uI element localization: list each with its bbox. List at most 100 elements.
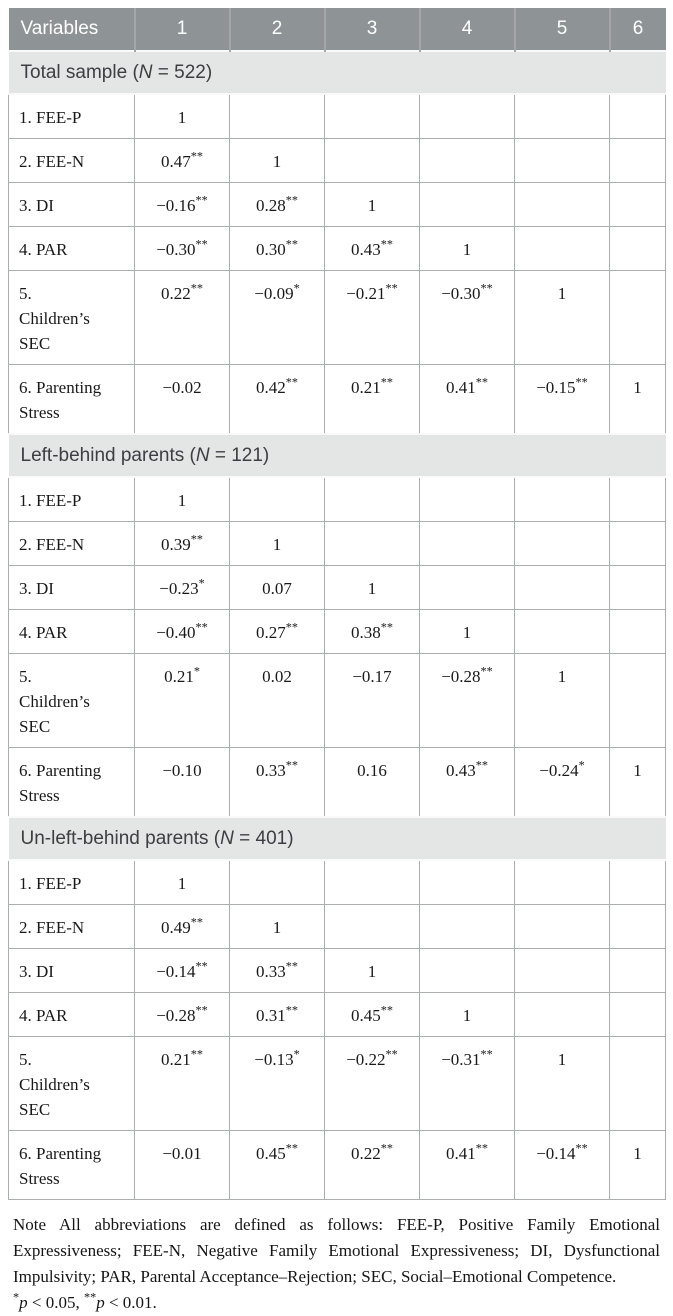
significance-stars: ** bbox=[285, 375, 298, 390]
table-row: 5. Children’s SEC 0.21* 0.02 −0.17 −0.28** 1 bbox=[8, 653, 666, 748]
correlation-cell: 0.47** bbox=[134, 138, 230, 183]
correlation-cell bbox=[514, 521, 610, 566]
section-row: Left-behind parents (N = 121) bbox=[8, 433, 666, 478]
correlation-cell bbox=[609, 653, 666, 748]
variable-label: 6. Parenting Stress bbox=[8, 364, 135, 435]
significance-stars: ** bbox=[285, 1003, 298, 1018]
section-title: Total sample (N = 522) bbox=[8, 50, 666, 95]
correlation-cell: 0.42** bbox=[229, 364, 325, 435]
table-row: 6. Parenting Stress −0.10 0.33** 0.16 0.43**… bbox=[8, 747, 666, 818]
table-row: 2. FEE-N 0.47** 1 bbox=[8, 138, 666, 183]
correlation-cell: −0.15** bbox=[514, 364, 610, 435]
table-row: 2. FEE-N 0.39** 1 bbox=[8, 521, 666, 566]
significance-stars: * bbox=[578, 758, 585, 773]
significance-stars: ** bbox=[380, 237, 393, 252]
sig-p-2: p bbox=[96, 1293, 105, 1312]
significance-stars: * bbox=[193, 664, 200, 679]
significance-note: *p < 0.05, **p < 0.01. bbox=[13, 1290, 660, 1316]
correlation-cell: −0.30** bbox=[134, 226, 230, 271]
section-n-symbol: N bbox=[138, 61, 153, 83]
table-row: 3. DI −0.23* 0.07 1 bbox=[8, 565, 666, 610]
significance-stars: ** bbox=[385, 1047, 398, 1062]
correlation-cell: 1 bbox=[514, 653, 610, 748]
header-row: Variables 1 2 3 4 5 6 bbox=[8, 8, 666, 51]
significance-stars: ** bbox=[385, 281, 398, 296]
correlation-cell: −0.40** bbox=[134, 609, 230, 654]
correlation-cell bbox=[609, 1036, 666, 1131]
correlation-cell: 1 bbox=[324, 948, 420, 993]
correlation-cell bbox=[609, 226, 666, 271]
correlation-cell bbox=[514, 609, 610, 654]
significance-stars: * bbox=[198, 576, 205, 591]
significance-stars: ** bbox=[190, 1047, 203, 1062]
correlation-cell bbox=[609, 138, 666, 183]
significance-stars: ** bbox=[285, 620, 298, 635]
correlation-cell: 1 bbox=[229, 138, 325, 183]
variable-label: 6. Parenting Stress bbox=[8, 1130, 135, 1200]
correlation-cell: 1 bbox=[609, 1130, 666, 1200]
correlation-cell bbox=[609, 182, 666, 227]
correlation-cell: 1 bbox=[514, 270, 610, 365]
variable-label: 5. Children’s SEC bbox=[8, 653, 135, 748]
table-row: 6. Parenting Stress −0.02 0.42** 0.21** 0.41… bbox=[8, 364, 666, 435]
correlation-cell: −0.22** bbox=[324, 1036, 420, 1131]
variable-label: 4. PAR bbox=[8, 992, 135, 1037]
correlation-cell: 1 bbox=[229, 904, 325, 949]
significance-stars: ** bbox=[380, 620, 393, 635]
table-body: Total sample (N = 522) 1. FEE-P 1 2. FEE-N 0… bbox=[8, 50, 666, 1200]
correlation-cell bbox=[514, 904, 610, 949]
correlation-cell bbox=[609, 521, 666, 566]
correlation-cell bbox=[229, 93, 325, 139]
correlation-cell: −0.10 bbox=[134, 747, 230, 818]
correlation-cell: −0.14** bbox=[134, 948, 230, 993]
correlation-cell: −0.23* bbox=[134, 565, 230, 610]
correlation-cell: −0.31** bbox=[419, 1036, 515, 1131]
table-row: 1. FEE-P 1 bbox=[8, 476, 666, 522]
significance-stars: * bbox=[293, 1047, 300, 1062]
correlation-cell: 1 bbox=[324, 182, 420, 227]
section-row: Un-left-behind parents (N = 401) bbox=[8, 816, 666, 861]
variable-label: 2. FEE-N bbox=[8, 521, 135, 566]
correlation-cell bbox=[419, 476, 515, 522]
correlation-cell bbox=[609, 904, 666, 949]
correlation-cell: 0.07 bbox=[229, 565, 325, 610]
correlation-cell bbox=[609, 859, 666, 905]
table-row: 6. Parenting Stress −0.01 0.45** 0.22** 0.41… bbox=[8, 1130, 666, 1200]
significance-stars: ** bbox=[480, 664, 493, 679]
correlation-cell: 0.22** bbox=[324, 1130, 420, 1200]
significance-stars: ** bbox=[380, 1003, 393, 1018]
significance-stars: ** bbox=[285, 959, 298, 974]
column-header-3: 3 bbox=[323, 8, 420, 51]
correlation-cell bbox=[609, 565, 666, 610]
variable-label: 3. DI bbox=[8, 182, 135, 227]
variable-label: 3. DI bbox=[8, 948, 135, 993]
correlation-cell bbox=[419, 904, 515, 949]
significance-stars: ** bbox=[195, 237, 208, 252]
correlation-table: Variables 1 2 3 4 5 6 Total sample (N = … bbox=[8, 8, 666, 1200]
correlation-cell: 0.02 bbox=[229, 653, 325, 748]
correlation-cell bbox=[324, 93, 420, 139]
correlation-cell bbox=[419, 93, 515, 139]
correlation-cell: 0.41** bbox=[419, 1130, 515, 1200]
correlation-cell: 0.16 bbox=[324, 747, 420, 818]
correlation-cell: −0.16** bbox=[134, 182, 230, 227]
note-text: Note All abbreviations are defined as fo… bbox=[13, 1215, 660, 1286]
significance-stars: ** bbox=[190, 915, 203, 930]
correlation-cell bbox=[514, 226, 610, 271]
correlation-cell bbox=[419, 565, 515, 610]
table-row: 4. PAR −0.30** 0.30** 0.43** 1 bbox=[8, 226, 666, 271]
correlation-cell bbox=[609, 992, 666, 1037]
table-row: 5. Children’s SEC 0.22** −0.09* −0.21** −0.3… bbox=[8, 270, 666, 365]
significance-stars: ** bbox=[285, 758, 298, 773]
correlation-cell: 1 bbox=[229, 521, 325, 566]
sig-star-2: ** bbox=[83, 1290, 97, 1305]
significance-stars: ** bbox=[195, 193, 208, 208]
correlation-cell: 1 bbox=[134, 93, 230, 139]
correlation-cell: 0.45** bbox=[229, 1130, 325, 1200]
significance-stars: ** bbox=[195, 620, 208, 635]
correlation-cell bbox=[609, 476, 666, 522]
correlation-cell bbox=[514, 565, 610, 610]
correlation-cell: 1 bbox=[134, 476, 230, 522]
significance-stars: ** bbox=[475, 375, 488, 390]
